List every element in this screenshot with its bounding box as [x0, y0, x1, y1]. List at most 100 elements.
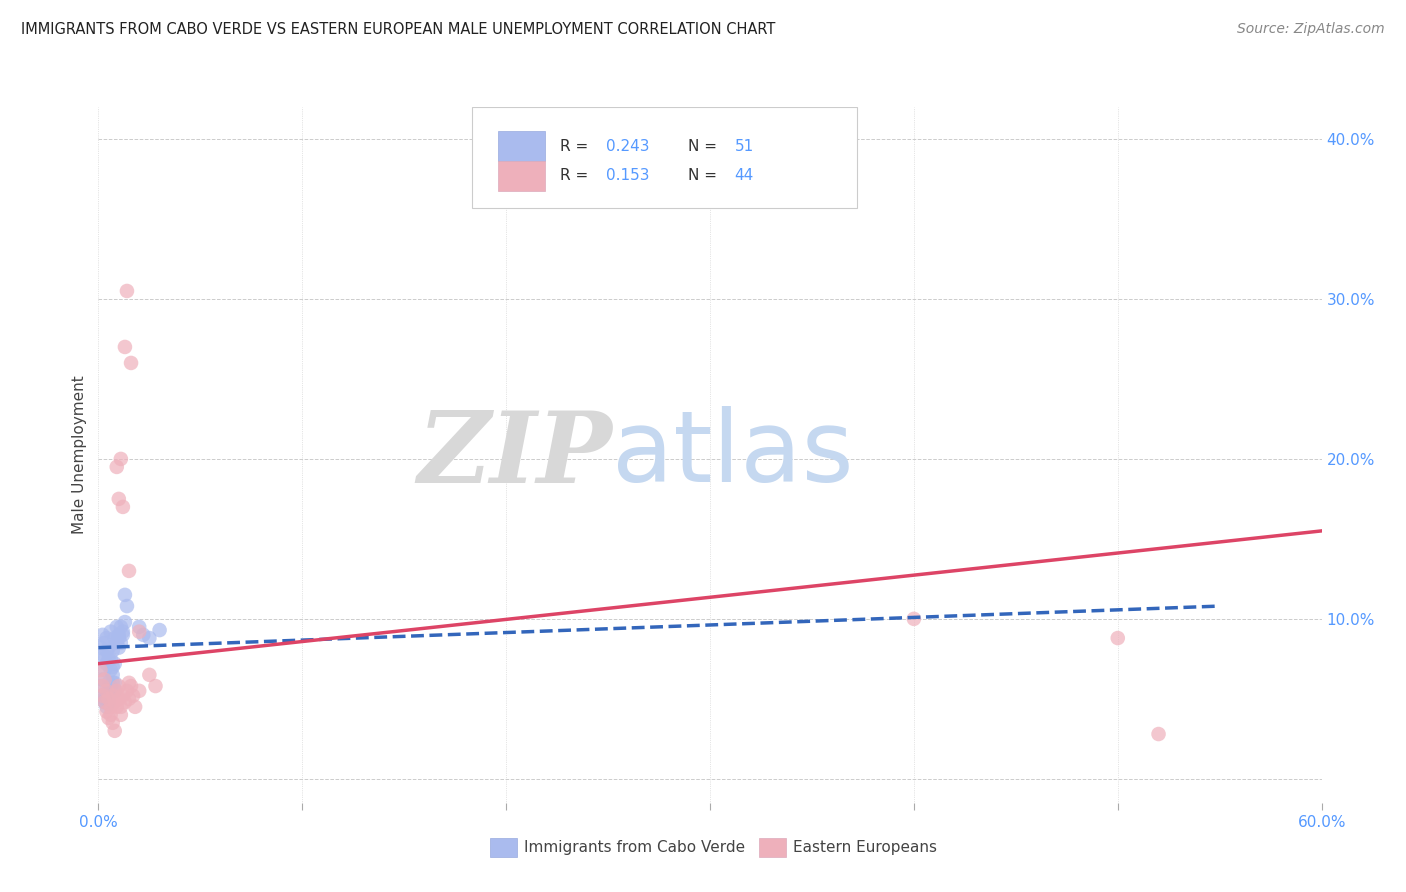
Point	[110, 451, 132, 466]
Text: IMMIGRANTS FROM CABO VERDE VS EASTERN EUROPEAN MALE UNEMPLOYMENT CORRELATION CHA: IMMIGRANTS FROM CABO VERDE VS EASTERN EU…	[21, 22, 776, 37]
Point	[89, 640, 111, 655]
Point	[96, 705, 118, 719]
Point	[118, 691, 141, 706]
Point	[97, 676, 120, 690]
Point	[104, 676, 127, 690]
Point	[91, 679, 114, 693]
Point	[93, 663, 115, 677]
Point	[110, 707, 132, 722]
FancyBboxPatch shape	[489, 838, 517, 857]
FancyBboxPatch shape	[759, 838, 786, 857]
Point	[97, 640, 120, 655]
Point	[145, 679, 167, 693]
Point	[105, 683, 128, 698]
Point	[111, 628, 134, 642]
Point	[903, 612, 925, 626]
Point	[97, 691, 120, 706]
Point	[100, 699, 122, 714]
Point	[128, 620, 150, 634]
Text: ZIP: ZIP	[418, 407, 612, 503]
Point	[97, 695, 120, 709]
Point	[108, 640, 131, 655]
Point	[104, 695, 127, 709]
Point	[114, 695, 136, 709]
Point	[1147, 727, 1170, 741]
Point	[105, 620, 128, 634]
Text: R =: R =	[560, 138, 593, 153]
Point	[101, 668, 124, 682]
Point	[138, 631, 160, 645]
Point	[149, 623, 172, 637]
Point	[91, 689, 114, 703]
Point	[91, 647, 114, 661]
Point	[110, 699, 132, 714]
Point	[118, 676, 141, 690]
Point	[128, 683, 150, 698]
Point	[111, 689, 134, 703]
Point	[100, 663, 122, 677]
Point	[101, 676, 124, 690]
Point	[120, 679, 142, 693]
Point	[96, 683, 118, 698]
Point	[118, 564, 141, 578]
Point	[105, 636, 128, 650]
Point	[91, 689, 114, 703]
Point	[101, 644, 124, 658]
Point	[128, 624, 150, 639]
Point	[132, 628, 155, 642]
Text: 0.153: 0.153	[606, 169, 650, 184]
Point	[1107, 631, 1129, 645]
Point	[138, 668, 160, 682]
FancyBboxPatch shape	[498, 161, 546, 191]
Point	[100, 679, 122, 693]
Point	[93, 652, 115, 666]
Point	[108, 491, 131, 506]
Point	[110, 636, 132, 650]
Point	[100, 707, 122, 722]
Point	[96, 699, 118, 714]
Point	[96, 689, 118, 703]
Text: atlas: atlas	[612, 407, 853, 503]
Point	[93, 695, 115, 709]
Point	[96, 631, 118, 645]
Point	[101, 689, 124, 703]
Point	[97, 683, 120, 698]
Point	[101, 715, 124, 730]
Text: 44: 44	[734, 169, 754, 184]
Point	[89, 663, 111, 677]
Point	[115, 683, 138, 698]
Point	[111, 624, 134, 639]
Point	[110, 620, 132, 634]
Text: 51: 51	[734, 138, 754, 153]
Point	[111, 500, 134, 514]
Point	[93, 636, 115, 650]
Point	[114, 340, 136, 354]
FancyBboxPatch shape	[471, 107, 856, 208]
Point	[89, 679, 111, 693]
Point	[91, 673, 114, 687]
Text: N =: N =	[688, 169, 721, 184]
Point	[97, 652, 120, 666]
Point	[115, 284, 138, 298]
Point	[100, 652, 122, 666]
FancyBboxPatch shape	[498, 131, 546, 161]
Point	[91, 628, 114, 642]
Text: N =: N =	[688, 138, 721, 153]
Point	[93, 695, 115, 709]
Text: R =: R =	[560, 169, 593, 184]
Point	[97, 711, 120, 725]
Point	[104, 631, 127, 645]
Y-axis label: Male Unemployment: Male Unemployment	[72, 376, 87, 534]
Text: Eastern Europeans: Eastern Europeans	[793, 840, 938, 855]
Point	[120, 356, 142, 370]
Text: 0.243: 0.243	[606, 138, 650, 153]
Text: Source: ZipAtlas.com: Source: ZipAtlas.com	[1237, 22, 1385, 37]
Point	[114, 615, 136, 629]
Point	[97, 691, 120, 706]
Point	[93, 673, 115, 687]
Point	[114, 588, 136, 602]
Point	[115, 599, 138, 613]
Point	[96, 644, 118, 658]
Point	[108, 628, 131, 642]
Point	[105, 699, 128, 714]
